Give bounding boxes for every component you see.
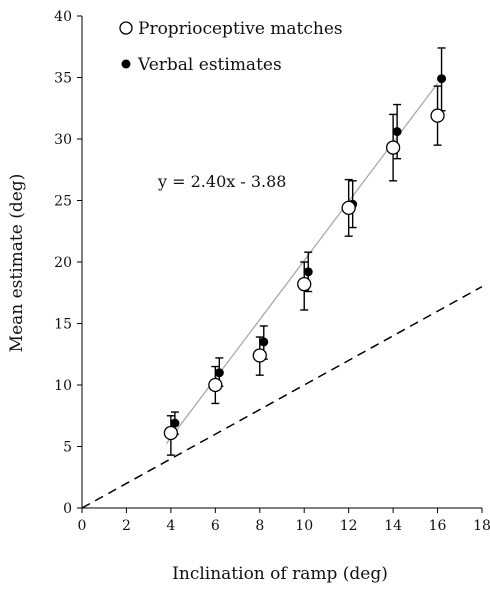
y-tick-label-20: 20 [54,255,72,271]
x-tick-label-6: 6 [211,518,220,534]
x-tick-label-12: 12 [340,518,358,534]
legend: Proprioceptive matches Verbal estimates [119,19,343,75]
legend-label-proprioceptive: Proprioceptive matches [138,19,343,39]
regression-equation: y = 2.40x - 3.88 [157,172,286,191]
reference-lines [81,83,483,509]
x-tick-label-14: 14 [384,518,402,534]
point-verbal-4 [170,418,180,428]
legend-marker-verbal [121,59,131,69]
point-proprioceptive-14 [385,140,401,155]
point-proprioceptive-6 [208,377,223,393]
x-tick-label-10: 10 [295,518,313,534]
y-tick-label-40: 40 [54,9,72,25]
point-verbal-10 [303,267,313,277]
point-verbal-6 [214,368,224,378]
x-tick-label-18: 18 [473,518,490,534]
identity-line [81,285,483,509]
axes [81,16,482,509]
data-points [163,74,447,441]
legend-label-verbal: Verbal estimates [137,55,282,75]
point-proprioceptive-4 [163,425,179,441]
x-tick-label-0: 0 [78,518,87,534]
x-tick-label-16: 16 [429,518,447,534]
point-proprioceptive-10 [297,276,312,292]
point-verbal-14 [392,127,402,137]
point-proprioceptive-12 [341,200,356,216]
x-tick-label-4: 4 [166,518,175,534]
y-tick-label-35: 35 [54,71,72,87]
legend-marker-proprioceptive [119,21,133,35]
y-tick-label-25: 25 [54,194,72,210]
ticks: 0 2 4 6 8 10 12 14 16 18 0 5 10 15 20 25 30 35 40 [54,9,490,534]
point-verbal-8 [259,337,269,347]
y-axis-title: Mean estimate (deg) [7,174,27,353]
y-tick-label-30: 30 [54,132,72,148]
x-axis-title: Inclination of ramp (deg) [172,564,388,584]
error-bars [166,47,446,456]
point-proprioceptive-16 [430,108,445,123]
y-tick-label-0: 0 [63,501,72,517]
y-tick-label-15: 15 [54,317,72,333]
y-tick-label-5: 5 [63,440,72,456]
y-tick-label-10: 10 [54,378,72,394]
point-proprioceptive-8 [252,348,267,363]
x-tick-label-2: 2 [122,518,131,534]
point-verbal-16 [437,74,447,84]
x-tick-label-8: 8 [255,518,264,534]
